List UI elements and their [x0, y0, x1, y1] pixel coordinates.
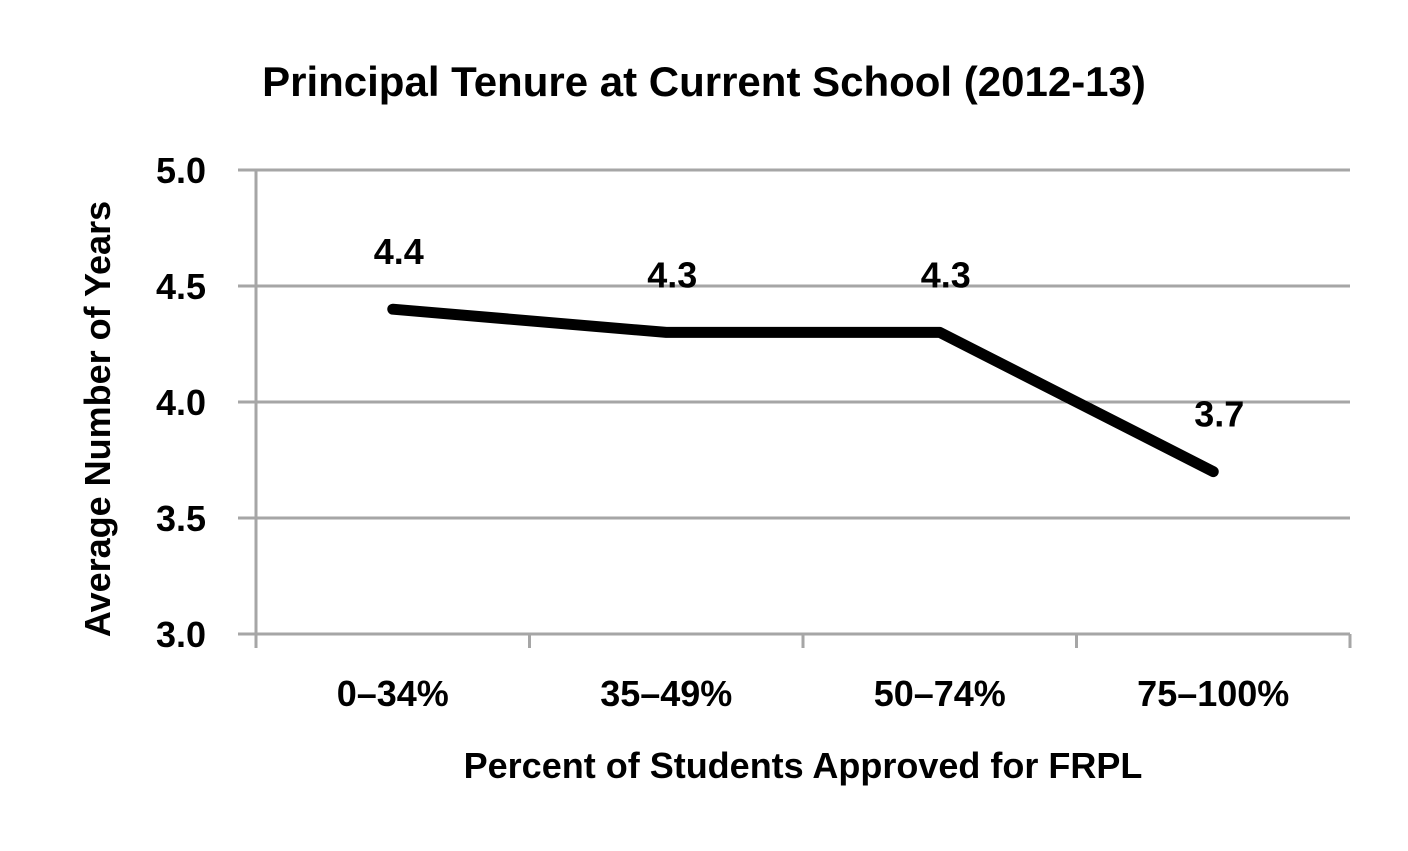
x-axis-title: Percent of Students Approved for FRPL: [464, 745, 1143, 786]
y-tick-label: 4.0: [156, 382, 206, 423]
series-line: [387, 303, 1219, 478]
y-tick-label: 4.5: [156, 266, 206, 307]
data-label: 3.7: [1194, 394, 1244, 435]
x-tick-label: 75–100%: [1137, 673, 1289, 714]
axes: [238, 168, 1352, 648]
data-label: 4.4: [374, 231, 424, 272]
y-axis-title: Average Number of Years: [77, 201, 118, 637]
series-lines: [387, 303, 1219, 478]
data-label: 4.3: [647, 254, 697, 295]
x-axis-tick-labels: 0–34% 35–49% 50–74% 75–100%: [337, 673, 1290, 714]
gridlines: [256, 168, 1350, 520]
y-tick-label: 5.0: [156, 150, 206, 191]
x-tick-label: 50–74%: [874, 673, 1006, 714]
chart-title: Principal Tenure at Current School (2012…: [262, 58, 1146, 105]
y-tick-label: 3.0: [156, 614, 206, 655]
x-tick-label: 0–34%: [337, 673, 449, 714]
data-labels: 4.4 4.3 4.3 3.7: [374, 231, 1245, 434]
x-tick-label: 35–49%: [600, 673, 732, 714]
data-label: 4.3: [921, 254, 971, 295]
y-tick-label: 3.5: [156, 498, 206, 539]
y-axis-tick-labels: 3.0 3.5 4.0 4.5 5.0: [156, 150, 206, 655]
